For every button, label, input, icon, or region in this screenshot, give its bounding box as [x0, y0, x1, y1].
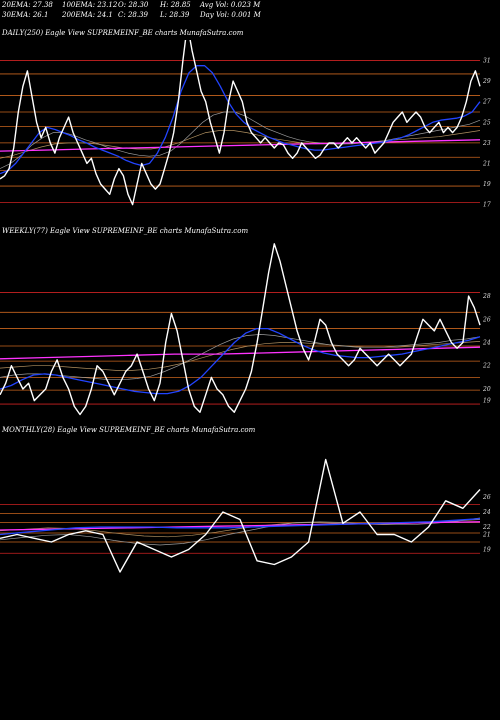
series-ema-blue	[0, 65, 481, 175]
y-tick-label: 25	[482, 119, 491, 126]
series-ema-blue	[0, 518, 481, 536]
y-tick-label: 22	[482, 363, 491, 370]
ema100-value: 100EMA: 23.12	[62, 1, 118, 9]
day-vol-value: Day Vol: 0.001 M	[200, 11, 261, 19]
y-tick-label: 23	[482, 140, 491, 147]
series-ema-grey	[0, 517, 481, 546]
daily-chart-title: DAILY(250) Eagle View SUPREMEINF_BE char…	[2, 29, 244, 37]
ema200-value: 200EMA: 24.1	[62, 11, 113, 19]
avg-vol-value: Avg Vol: 0.023 M	[200, 1, 261, 9]
y-tick-label: 22	[482, 524, 491, 531]
weekly-chart: 28 26 24 22 20 19	[0, 243, 491, 416]
y-tick-label: 19	[483, 398, 491, 405]
ema20-value: 20EMA: 27.38	[2, 1, 53, 9]
y-tick-label: 26	[482, 316, 491, 323]
series-ema-tan	[0, 130, 481, 159]
y-tick-label: 28	[482, 293, 491, 300]
y-tick-label: 24	[482, 509, 491, 516]
open-value: O: 28.30	[118, 1, 149, 9]
high-value: H: 28.85	[160, 1, 191, 9]
y-tick-label: 31	[483, 58, 491, 65]
y-tick-label: 29	[482, 78, 491, 85]
low-value: L: 28.39	[160, 11, 190, 19]
daily-chart: 31 29 27 25 23 21 19 17	[0, 40, 491, 209]
y-tick-label: 19	[483, 181, 491, 188]
monthly-chart-title: MONTHLY(28) Eagle View SUPREMEINF_BE cha…	[2, 426, 256, 434]
y-tick-label: 19	[483, 547, 491, 554]
ema30-value: 30EMA: 26.1	[2, 11, 49, 19]
y-tick-label: 21	[482, 532, 491, 539]
weekly-chart-title: WEEKLY(77) Eagle View SUPREMEINF_BE char…	[2, 227, 249, 235]
series-ema-blue	[0, 327, 481, 395]
y-tick-label: 24	[482, 340, 491, 347]
y-tick-label: 20	[482, 386, 491, 393]
series-price	[0, 243, 481, 416]
series-ema-tan	[0, 341, 481, 371]
series-price	[0, 40, 481, 206]
series-ema-magenta	[0, 346, 481, 360]
y-tick-label: 26	[482, 494, 491, 501]
y-tick-label: 21	[482, 160, 491, 167]
y-tick-label: 17	[483, 202, 491, 209]
series-ema-magenta	[0, 139, 481, 152]
y-tick-label: 27	[482, 99, 491, 106]
close-value: C: 28.39	[118, 11, 148, 19]
series-price	[0, 458, 481, 573]
